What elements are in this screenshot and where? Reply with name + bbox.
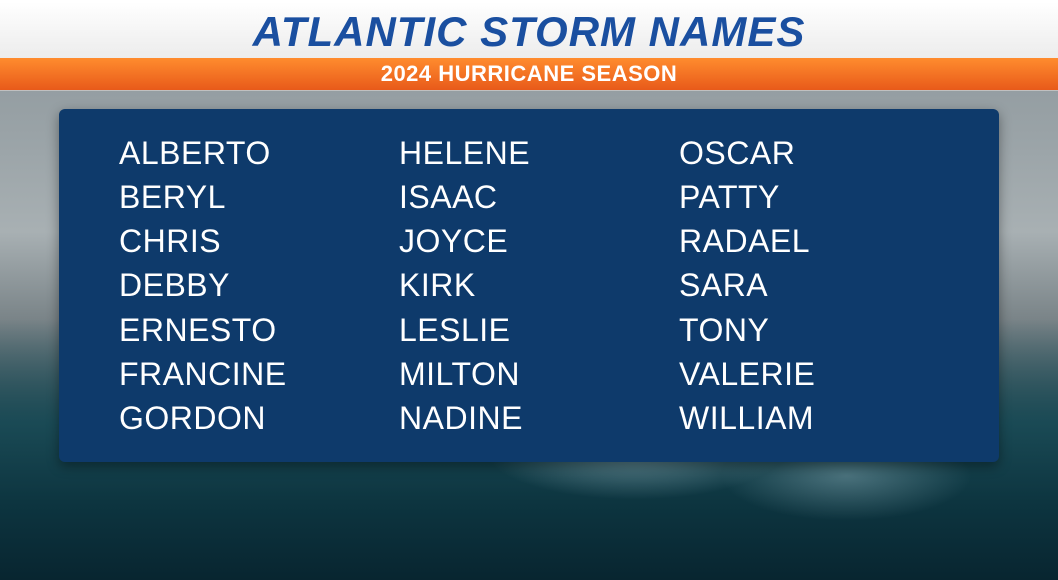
subtitle: 2024 HURRICANE SEASON bbox=[0, 58, 1058, 90]
storm-name: TONY bbox=[679, 308, 959, 352]
names-panel: ALBERTOBERYLCHRISDEBBYERNESTOFRANCINEGOR… bbox=[59, 109, 999, 462]
column-2: HELENEISAACJOYCEKIRKLESLIEMILTONNADINE bbox=[399, 131, 679, 440]
storm-name: VALERIE bbox=[679, 352, 959, 396]
storm-name: NADINE bbox=[399, 396, 679, 440]
storm-name: CHRIS bbox=[119, 219, 399, 263]
storm-name: DEBBY bbox=[119, 263, 399, 307]
storm-name: OSCAR bbox=[679, 131, 959, 175]
storm-name: MILTON bbox=[399, 352, 679, 396]
main-title: ATLANTIC STORM NAMES bbox=[0, 4, 1058, 58]
storm-name: JOYCE bbox=[399, 219, 679, 263]
storm-name: RADAEL bbox=[679, 219, 959, 263]
header-bar: ATLANTIC STORM NAMES 2024 HURRICANE SEAS… bbox=[0, 0, 1058, 91]
columns-container: ALBERTOBERYLCHRISDEBBYERNESTOFRANCINEGOR… bbox=[119, 131, 959, 440]
storm-name: ALBERTO bbox=[119, 131, 399, 175]
storm-name: LESLIE bbox=[399, 308, 679, 352]
storm-name: PATTY bbox=[679, 175, 959, 219]
storm-name: SARA bbox=[679, 263, 959, 307]
storm-name: GORDON bbox=[119, 396, 399, 440]
column-3: OSCARPATTYRADAELSARATONYVALERIEWILLIAM bbox=[679, 131, 959, 440]
storm-name: BERYL bbox=[119, 175, 399, 219]
storm-name: HELENE bbox=[399, 131, 679, 175]
column-1: ALBERTOBERYLCHRISDEBBYERNESTOFRANCINEGOR… bbox=[119, 131, 399, 440]
storm-name: FRANCINE bbox=[119, 352, 399, 396]
storm-name: ERNESTO bbox=[119, 308, 399, 352]
storm-name: ISAAC bbox=[399, 175, 679, 219]
storm-name: WILLIAM bbox=[679, 396, 959, 440]
storm-name: KIRK bbox=[399, 263, 679, 307]
